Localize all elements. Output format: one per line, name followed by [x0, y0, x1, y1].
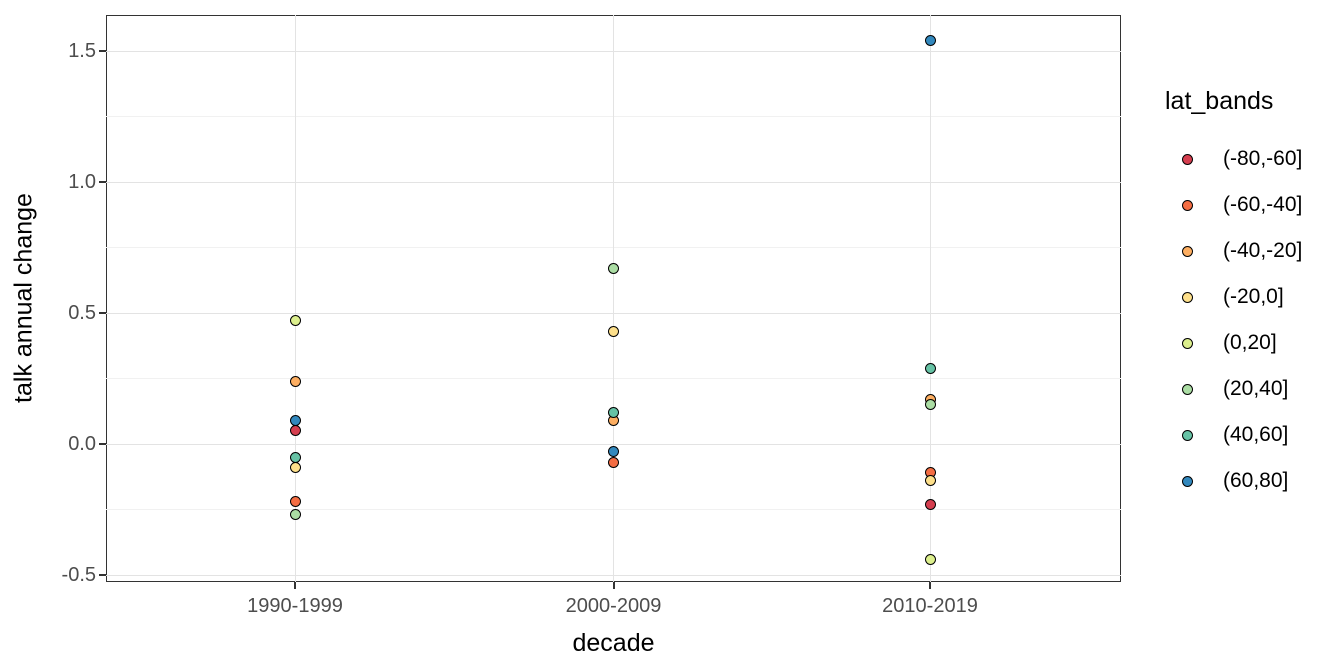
legend: lat_bands (-80,-60] (-60,-40] (-40,-20] (-2…	[1160, 86, 1342, 504]
legend-label: (-80,-60]	[1223, 147, 1303, 170]
legend-swatch-icon	[1182, 153, 1193, 165]
gridline-category	[613, 15, 614, 582]
x-tick-label: 2000-2009	[565, 595, 662, 617]
x-tick-label: 2010-2019	[882, 595, 978, 617]
y-tick-mark	[99, 181, 106, 183]
legend-label: (60,80]	[1223, 469, 1289, 492]
y-tick-label: 0.0	[68, 433, 96, 455]
legend-item: (0,20]	[1160, 320, 1342, 366]
data-point	[289, 425, 301, 437]
legend-label: (40,60]	[1223, 423, 1289, 446]
data-point	[924, 35, 936, 47]
legend-swatch-icon	[1182, 429, 1193, 441]
y-tick-mark	[99, 312, 106, 314]
legend-item: (-60,-40]	[1160, 182, 1342, 228]
legend-label: (-40,-20]	[1223, 239, 1303, 262]
plot-panel	[106, 15, 1121, 582]
y-tick-label: 0.5	[68, 302, 96, 324]
legend-swatch-icon	[1182, 291, 1193, 303]
legend-swatch-icon	[1182, 337, 1193, 349]
legend-label: (0,20]	[1223, 331, 1277, 354]
legend-item: (-80,-60]	[1160, 136, 1342, 182]
data-point	[924, 498, 936, 510]
y-tick-label: -0.5	[61, 564, 96, 586]
x-tick-mark	[294, 582, 296, 589]
y-tick-mark	[99, 443, 106, 445]
data-point	[924, 553, 936, 565]
legend-label: (-60,-40]	[1223, 193, 1303, 216]
gridline-category	[929, 15, 931, 582]
legend-label: (20,40]	[1223, 377, 1289, 400]
legend-swatch-icon	[1182, 383, 1193, 395]
y-tick-label: 1.5	[68, 40, 96, 62]
data-point	[924, 475, 936, 487]
data-point	[608, 456, 619, 468]
data-point	[924, 399, 936, 411]
data-point	[289, 462, 301, 474]
legend-item: (-20,0]	[1160, 274, 1342, 320]
x-tick-mark	[929, 582, 931, 589]
legend-item: (40,60]	[1160, 412, 1342, 458]
data-point	[924, 362, 936, 374]
data-point	[289, 496, 301, 508]
legend-title: lat_bands	[1165, 87, 1274, 115]
x-axis-title: decade	[572, 629, 655, 657]
legend-swatch-icon	[1182, 475, 1193, 487]
y-tick-mark	[99, 50, 106, 52]
x-tick-label: 1990-1999	[247, 595, 343, 617]
legend-items: (-80,-60] (-60,-40] (-40,-20] (-20,0] (0,20]…	[1160, 136, 1342, 504]
legend-label: (-20,0]	[1223, 285, 1284, 308]
data-point	[608, 446, 619, 458]
legend-item: (20,40]	[1160, 366, 1342, 412]
legend-swatch-icon	[1182, 245, 1193, 257]
y-axis-title-text: talk annual change	[9, 193, 38, 403]
legend-swatch-icon	[1182, 199, 1193, 211]
data-point	[289, 414, 301, 426]
data-point	[608, 407, 619, 419]
data-point	[289, 375, 301, 387]
gridline-category	[294, 15, 296, 582]
y-tick-mark	[99, 574, 106, 576]
legend-item: (-40,-20]	[1160, 228, 1342, 274]
data-point	[608, 262, 619, 274]
x-tick-mark	[612, 582, 615, 589]
data-point	[289, 509, 301, 521]
data-point	[289, 451, 301, 463]
data-point	[289, 315, 301, 327]
legend-item: (60,80]	[1160, 458, 1342, 504]
y-tick-label: 1.0	[68, 171, 96, 193]
data-point	[608, 325, 619, 337]
